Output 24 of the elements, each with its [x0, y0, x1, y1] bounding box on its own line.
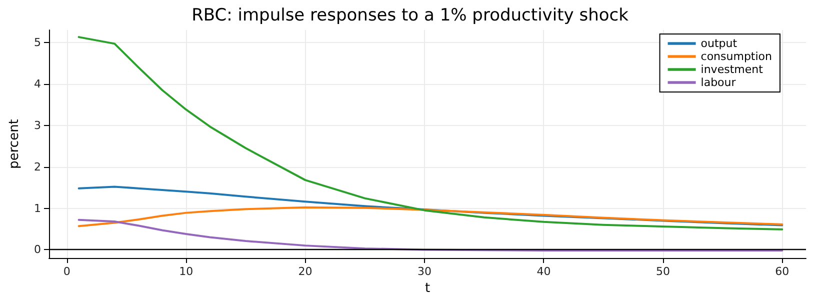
y-axis-title: percent [7, 119, 22, 169]
line-series [78, 186, 784, 226]
y-tick-label: 3 [34, 118, 41, 132]
line-series [78, 36, 784, 230]
line-series [78, 206, 784, 228]
legend-label: consumption [700, 50, 772, 63]
x-tick-label: 30 [418, 265, 432, 278]
x-tick-label: 50 [656, 265, 670, 278]
x-tick-label: 60 [775, 265, 790, 278]
x-tick-label: 20 [298, 265, 312, 278]
x-axis-title: t [424, 280, 430, 296]
y-tick-label: 0 [34, 243, 41, 256]
legend-label: labour [700, 76, 736, 89]
y-tick-label: 5 [34, 36, 41, 49]
y-tick-label: 4 [34, 77, 41, 90]
y-tick-label: 1 [34, 202, 41, 215]
x-tick-label: 40 [536, 265, 551, 278]
chart-title: RBC: impulse responses to a 1% productivity shock [192, 6, 629, 26]
line-series [78, 218, 784, 252]
legend-label: output [700, 37, 738, 50]
x-tick-label: 10 [179, 265, 194, 278]
legend-label: investment [700, 63, 764, 76]
y-tick-label: 2 [34, 160, 41, 174]
x-tick-label: 0 [63, 265, 70, 278]
